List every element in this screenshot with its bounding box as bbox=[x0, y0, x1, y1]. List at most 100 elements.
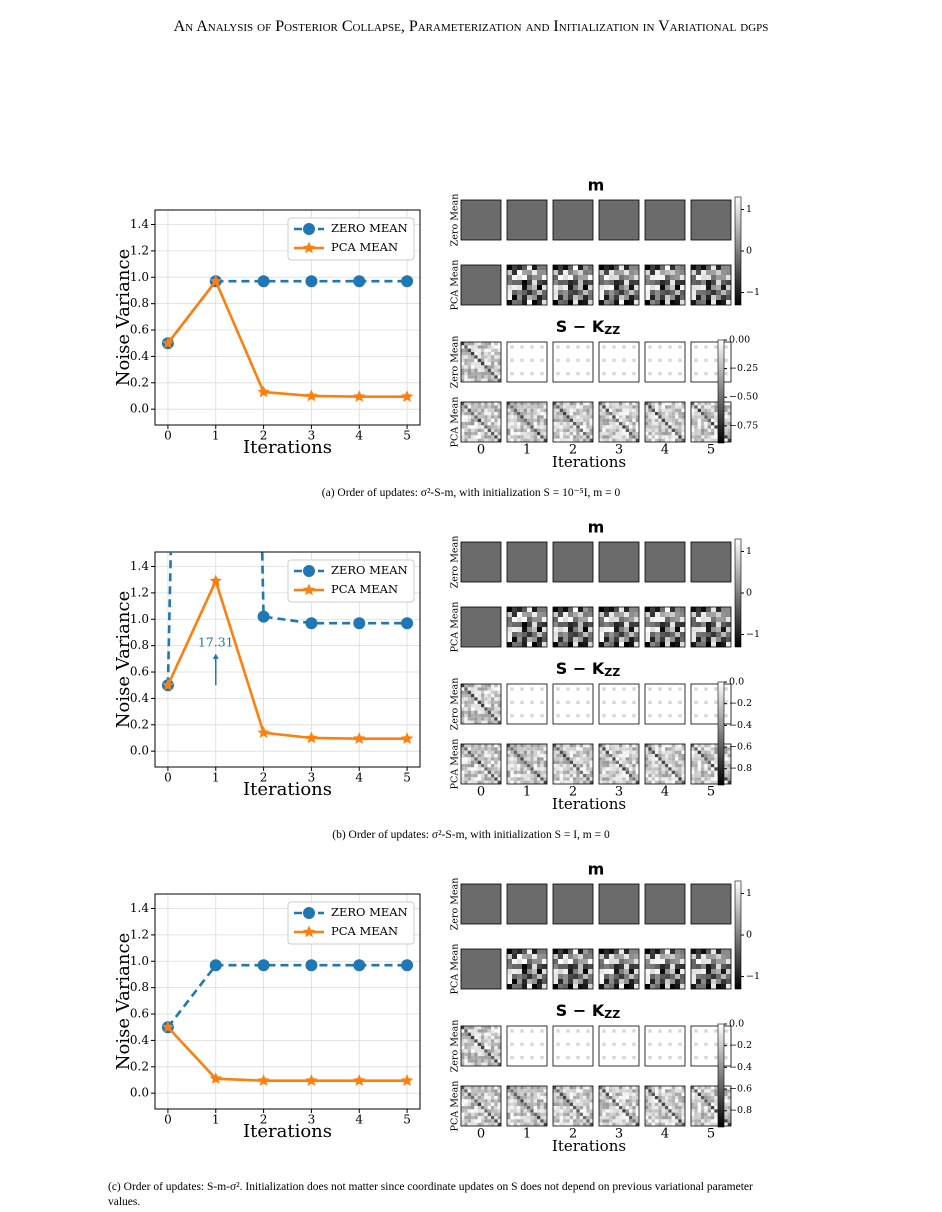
heatmap-cell bbox=[523, 754, 527, 758]
heatmap-cell bbox=[513, 435, 517, 439]
heatmap-cell bbox=[540, 1089, 544, 1093]
heatmap-cell bbox=[568, 265, 573, 270]
heatmap-cell bbox=[481, 372, 485, 376]
heatmap-cell bbox=[694, 700, 698, 704]
heatmap-cell bbox=[517, 408, 521, 412]
heatmap-cell bbox=[629, 949, 634, 954]
heatmap-cell bbox=[517, 435, 521, 439]
heatmap-cell bbox=[680, 612, 685, 617]
heatmap-cell bbox=[481, 1056, 485, 1060]
heatmap-cell bbox=[513, 744, 517, 748]
heatmap-cell bbox=[537, 275, 542, 280]
heatmap-cell bbox=[543, 1112, 547, 1116]
heatmap-cell bbox=[563, 290, 568, 295]
heatmap-cell bbox=[665, 415, 669, 419]
heatmap-cell bbox=[573, 1122, 577, 1126]
heatmap-cell bbox=[542, 632, 547, 637]
heatmap bbox=[552, 1025, 594, 1067]
heatmap-cell bbox=[533, 760, 537, 764]
heatmap-cell bbox=[645, 1122, 649, 1126]
heatmap-cell bbox=[559, 415, 563, 419]
heatmap-cell bbox=[678, 1106, 682, 1110]
heatmap-cell bbox=[497, 405, 501, 409]
heatmap-cell bbox=[604, 265, 609, 270]
heatmap-cell bbox=[614, 984, 619, 989]
heatmap-cell bbox=[609, 1106, 613, 1110]
heatmap-cell bbox=[576, 1122, 580, 1126]
heatmap-cell bbox=[622, 345, 626, 349]
heatmap-cell bbox=[599, 780, 603, 784]
heatmap-cell bbox=[645, 617, 650, 622]
row-label: PCA Mean bbox=[450, 397, 461, 448]
heatmap-cell bbox=[704, 412, 708, 416]
heatmap-cell bbox=[568, 959, 573, 964]
heatmap-cell bbox=[586, 764, 590, 768]
heatmap-cell bbox=[609, 1119, 613, 1123]
heatmap-cell bbox=[569, 402, 573, 406]
heatmap-cell bbox=[530, 767, 534, 771]
heatmap-cell bbox=[481, 368, 485, 372]
heatmap-cell bbox=[655, 422, 659, 426]
heatmap-cell bbox=[487, 352, 491, 356]
heatmap-cell bbox=[670, 984, 675, 989]
title-main: S − K bbox=[556, 659, 605, 678]
heatmap-cell bbox=[494, 754, 498, 758]
heatmap-cell bbox=[471, 428, 475, 432]
series bbox=[161, 274, 414, 402]
heatmap-cell bbox=[675, 1122, 679, 1126]
heatmap-cell bbox=[477, 432, 481, 436]
heatmap-cell bbox=[615, 1086, 619, 1090]
heatmap-cell bbox=[711, 959, 716, 964]
heatmap-cell bbox=[533, 438, 537, 442]
heatmap-cell bbox=[563, 627, 568, 632]
heatmap-cell bbox=[707, 418, 711, 422]
heatmap-cell bbox=[512, 627, 517, 632]
running-header: An Analysis of Posterior Collapse, Param… bbox=[173, 18, 769, 35]
heatmap-cell bbox=[625, 402, 629, 406]
heatmap-cell bbox=[563, 632, 568, 637]
heatmap-cell bbox=[665, 757, 669, 761]
heatmap-cell bbox=[497, 1032, 501, 1036]
heatmap-cell bbox=[648, 1106, 652, 1110]
heatmap-cell bbox=[671, 1096, 675, 1100]
heatmap-cell bbox=[556, 425, 560, 429]
heatmap-cell bbox=[507, 627, 512, 632]
heatmap-cell bbox=[467, 432, 471, 436]
heatmap-cell bbox=[629, 969, 634, 974]
heatmap-cell bbox=[527, 1109, 531, 1113]
marker bbox=[305, 389, 318, 402]
heatmap-cell bbox=[481, 750, 485, 754]
heatmap-cell bbox=[537, 265, 542, 270]
heatmap-cell bbox=[605, 402, 609, 406]
heatmap-cell bbox=[622, 757, 626, 761]
heatmap-cell bbox=[563, 754, 567, 758]
heatmap-cell bbox=[671, 1119, 675, 1123]
heatmap-cell bbox=[694, 767, 698, 771]
heatmap-cell bbox=[648, 750, 652, 754]
heatmap-cell bbox=[622, 408, 626, 412]
heatmap-cell bbox=[668, 764, 672, 768]
heatmap-cell bbox=[609, 408, 613, 412]
heatmap-cell bbox=[474, 714, 478, 718]
heatmap-cell bbox=[658, 1086, 662, 1090]
heatmap-cell bbox=[566, 750, 570, 754]
heatmap-cell bbox=[615, 1102, 619, 1106]
heatmap-cell bbox=[527, 418, 531, 422]
heatmap-cell bbox=[520, 760, 524, 764]
heatmap-cell bbox=[650, 642, 655, 647]
heatmap-cell bbox=[532, 265, 537, 270]
heatmap-cell bbox=[579, 1086, 583, 1090]
heatmap-cell bbox=[477, 1046, 481, 1050]
heatmap-cell bbox=[632, 1099, 636, 1103]
heatmap-cell bbox=[494, 687, 498, 691]
heatmap-cell bbox=[474, 405, 478, 409]
heatmap-cell bbox=[471, 757, 475, 761]
heatmap-cell bbox=[691, 295, 696, 300]
heatmap-cell bbox=[520, 1109, 524, 1113]
heatmap-cell bbox=[634, 607, 639, 612]
heatmap-cell bbox=[650, 617, 655, 622]
heatmap-cell bbox=[543, 425, 547, 429]
heatmap-cell bbox=[527, 1102, 531, 1106]
heatmap-cell bbox=[671, 764, 675, 768]
heatmap-cell bbox=[675, 959, 680, 964]
